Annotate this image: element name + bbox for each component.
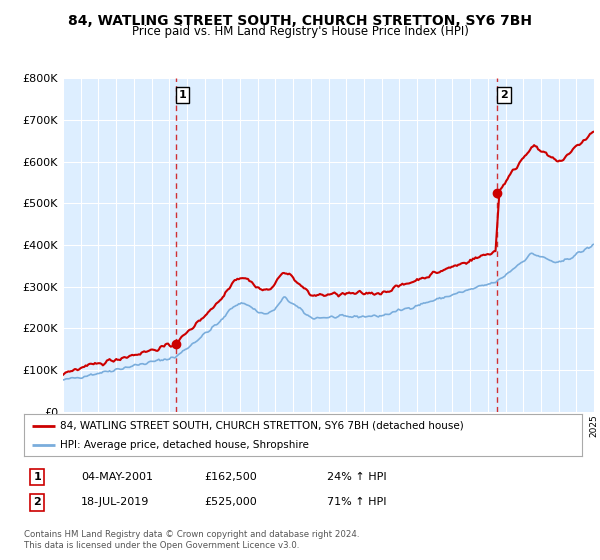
Text: 84, WATLING STREET SOUTH, CHURCH STRETTON, SY6 7BH (detached house): 84, WATLING STREET SOUTH, CHURCH STRETTO… <box>60 421 464 431</box>
Text: HPI: Average price, detached house, Shropshire: HPI: Average price, detached house, Shro… <box>60 440 309 450</box>
Text: 2: 2 <box>34 497 41 507</box>
Text: 71% ↑ HPI: 71% ↑ HPI <box>327 497 386 507</box>
Text: 1: 1 <box>178 90 186 100</box>
Text: 18-JUL-2019: 18-JUL-2019 <box>81 497 149 507</box>
Text: Price paid vs. HM Land Registry's House Price Index (HPI): Price paid vs. HM Land Registry's House … <box>131 25 469 38</box>
Text: 1: 1 <box>34 472 41 482</box>
Text: This data is licensed under the Open Government Licence v3.0.: This data is licensed under the Open Gov… <box>24 541 299 550</box>
Text: 24% ↑ HPI: 24% ↑ HPI <box>327 472 386 482</box>
Text: £162,500: £162,500 <box>204 472 257 482</box>
Text: Contains HM Land Registry data © Crown copyright and database right 2024.: Contains HM Land Registry data © Crown c… <box>24 530 359 539</box>
Text: 2: 2 <box>500 90 508 100</box>
Text: 04-MAY-2001: 04-MAY-2001 <box>81 472 153 482</box>
Text: 84, WATLING STREET SOUTH, CHURCH STRETTON, SY6 7BH: 84, WATLING STREET SOUTH, CHURCH STRETTO… <box>68 14 532 28</box>
Text: £525,000: £525,000 <box>204 497 257 507</box>
